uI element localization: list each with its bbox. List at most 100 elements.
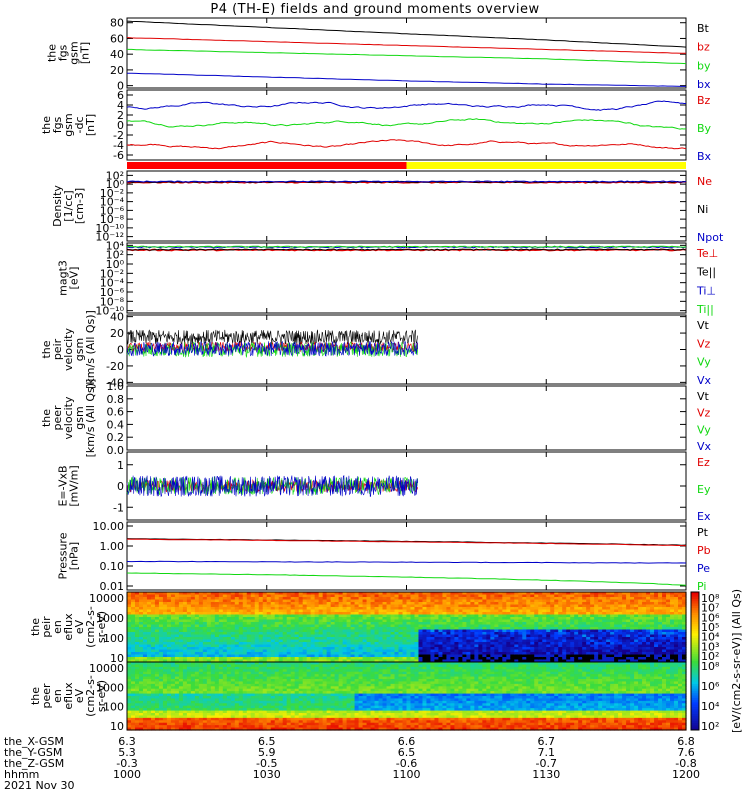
ytick-label: -6 <box>113 149 124 162</box>
y-axis-label: [km/s (All Qs)] <box>84 310 97 389</box>
ytick-label: 4 <box>117 99 124 112</box>
ytick-label: 10⁰ <box>106 258 125 271</box>
y-axis-label: en <box>51 620 64 634</box>
legend-efield: Ez <box>697 456 710 469</box>
ytick-label: 0 <box>117 344 124 357</box>
ytick-label: 10⁻¹⁰ <box>95 222 124 235</box>
x-axis-value: -0.7 <box>536 757 557 770</box>
series-Pb <box>126 538 687 547</box>
legend-fgs: bx <box>697 78 711 91</box>
x-axis-value: -0.6 <box>396 757 417 770</box>
legend-density: Ni <box>697 203 708 216</box>
ytick-label: 0.2 <box>107 431 125 444</box>
ytick-label: -1 <box>113 501 124 514</box>
y-axis-label: sr-eV) <box>95 611 108 643</box>
legend-fgs-ac: By <box>697 122 712 135</box>
ytick-label: 10² <box>106 249 124 262</box>
ytick-label: 6 <box>117 89 124 102</box>
panel-frame-overlay <box>126 661 687 731</box>
colorbar-tick-label: 10⁷ <box>701 602 719 615</box>
x-axis-value: 1100 <box>393 768 421 781</box>
series-Pi <box>126 572 687 586</box>
legend-temperature: Te|| <box>696 266 716 279</box>
panel-frame-temperature <box>126 242 687 314</box>
ytick-label: 10000 <box>89 662 124 675</box>
y-axis-label: (cm2-s- <box>84 606 97 648</box>
series-bx <box>126 72 686 87</box>
x-axis-value: 1130 <box>532 768 560 781</box>
x-axis-value: 6.8 <box>677 735 695 748</box>
ytick-label: 1000 <box>96 612 124 625</box>
ytick-label: 10⁻⁸ <box>100 295 125 308</box>
colorbar-tick-label: 10² <box>701 650 719 663</box>
date-label: 2021 Nov 30 <box>4 779 74 792</box>
y-axis-label: peer <box>40 683 53 709</box>
ytick-label: 10⁻⁸ <box>100 213 125 226</box>
colorbar-tick-label: 10⁸ <box>701 592 720 605</box>
legend-efield: Ex <box>697 510 711 523</box>
y-axis-label: eflux <box>62 682 75 710</box>
spectrogram-peir-spectrogram <box>127 592 687 663</box>
colorbar-tick-label: 10⁶ <box>701 611 720 624</box>
colorbar-tick-label: 10⁶ <box>701 680 720 693</box>
legend-fgs: bz <box>697 41 710 54</box>
series-Pe <box>126 560 687 564</box>
ytick-label: 0.4 <box>107 418 125 431</box>
legend-fgs-ac: Bx <box>697 150 712 163</box>
colorbar-frame <box>690 591 700 731</box>
ytick-label: 80 <box>110 17 124 30</box>
y-axis-label: [cm-3] <box>73 188 86 224</box>
legend-fgs: by <box>697 59 711 72</box>
ytick-label: -4 <box>113 139 124 152</box>
x-axis-value: -0.3 <box>116 757 137 770</box>
colorbar-tick-label: 10⁸ <box>701 660 720 673</box>
y-axis-label: gsm <box>68 41 81 64</box>
x-axis-row-label: hhmm <box>4 768 39 781</box>
legend-peer-velocity: Vy <box>697 423 711 436</box>
legend-density: Ne <box>697 175 712 188</box>
legend-peir-velocity: Vx <box>697 374 712 387</box>
x-axis-value: 7.6 <box>677 746 695 759</box>
ytick-label: 0 <box>117 119 124 132</box>
y-axis-label: the <box>40 116 53 134</box>
series-bz <box>126 37 686 54</box>
y-axis-label: velocity <box>62 328 75 371</box>
series-Bx <box>126 100 686 111</box>
y-axis-label: [km/s (All Qs)] <box>84 379 97 458</box>
colorbar-label: [eV/(cm2-s-sr-eV)] (All Qs) <box>730 589 743 733</box>
x-axis-value: 6.3 <box>118 735 136 748</box>
x-axis-value: 1030 <box>253 768 281 781</box>
x-axis-value: -0.5 <box>256 757 277 770</box>
colorbar-tick-label: 10³ <box>701 640 719 653</box>
y-axis-label: [nPa] <box>68 542 81 570</box>
legend-peir-velocity: Vy <box>697 356 711 369</box>
mode-flag-bar <box>406 162 686 169</box>
ytick-label: 60 <box>110 32 124 45</box>
ytick-label: 10⁴ <box>106 239 125 252</box>
y-axis-label: velocity <box>62 396 75 439</box>
x-axis-row-label: the_Y-GSM <box>4 746 62 759</box>
ytick-label: 20 <box>110 64 124 77</box>
legend-pressure: Pt <box>697 526 709 539</box>
y-axis-label: sr-eV) <box>95 680 108 712</box>
colorbar-tick-label: 10⁴ <box>701 631 720 644</box>
y-axis-label: the <box>46 44 59 62</box>
ytick-label: 10² <box>106 169 124 182</box>
series-Npot <box>126 180 687 183</box>
y-axis-label: [1/cc] <box>62 190 75 221</box>
legend-efield: Ey <box>697 483 711 496</box>
y-axis-label: eV <box>73 688 86 703</box>
series-Ti|| <box>126 245 687 248</box>
ytick-label: 0.10 <box>100 560 125 573</box>
ytick-label: 10⁻⁴ <box>100 277 125 290</box>
ytick-label: 0.0 <box>107 444 125 457</box>
ytick-label: 0 <box>117 80 124 93</box>
y-axis-label: gsm <box>73 406 86 429</box>
y-axis-label: fgs <box>57 44 70 61</box>
ytick-label: 2 <box>117 109 124 122</box>
legend-fgs-ac: Bz <box>697 94 711 107</box>
x-axis-value: 7.1 <box>538 746 556 759</box>
ytick-label: 10 <box>110 720 124 733</box>
series-Bt <box>126 20 687 48</box>
legend-peer-velocity: Vx <box>697 440 712 453</box>
